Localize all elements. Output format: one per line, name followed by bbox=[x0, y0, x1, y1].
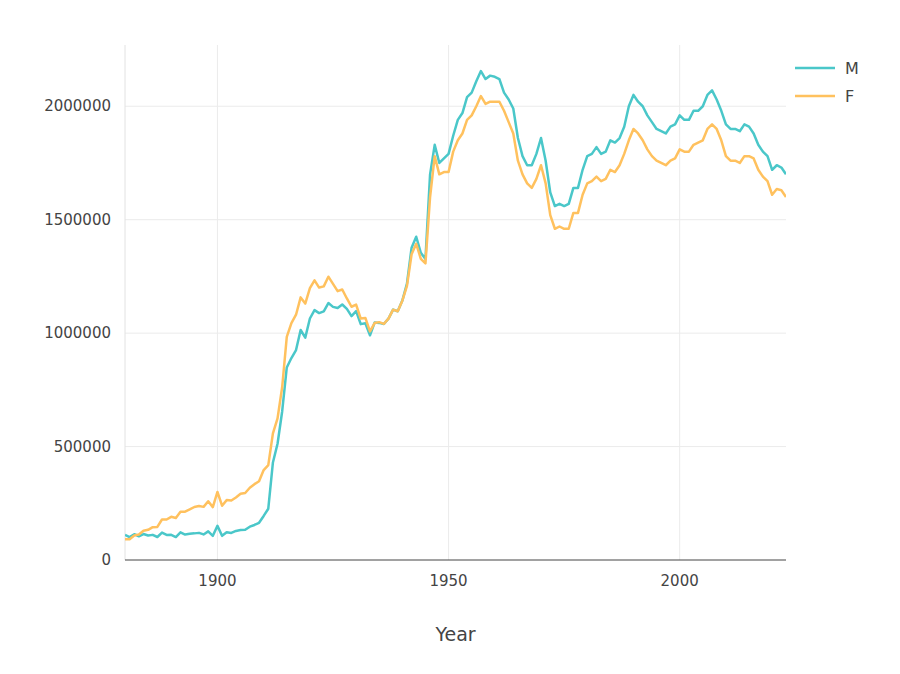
y-grid-line bbox=[125, 446, 786, 447]
plot-area bbox=[125, 71, 786, 539]
x-tick-label: 2000 bbox=[661, 572, 699, 590]
series-line bbox=[125, 96, 786, 539]
y-axis-line bbox=[125, 45, 126, 560]
legend: MF bbox=[795, 59, 859, 106]
x-grid-line bbox=[679, 45, 680, 560]
y-tick-label: 500000 bbox=[54, 438, 111, 456]
legend-swatch bbox=[795, 67, 835, 70]
legend-swatch bbox=[795, 95, 835, 98]
grid bbox=[125, 45, 786, 560]
x-tick-label: 1900 bbox=[198, 572, 236, 590]
legend-label: M bbox=[845, 59, 859, 78]
legend-label: F bbox=[845, 87, 854, 106]
y-tick-label: 1000000 bbox=[44, 324, 111, 342]
y-tick-label: 0 bbox=[101, 551, 111, 569]
y-grid-line bbox=[125, 106, 786, 107]
chart: 0 500000 1000000 1500000 2000000 1900 1950 2000… bbox=[0, 0, 900, 674]
y-grid-line bbox=[125, 333, 786, 334]
x-grid-line bbox=[217, 45, 218, 560]
x-axis-line bbox=[125, 560, 786, 561]
y-tick-label: 1500000 bbox=[44, 211, 111, 229]
y-tick-label: 2000000 bbox=[44, 97, 111, 115]
x-grid-line bbox=[448, 45, 449, 560]
x-axis-title: Year bbox=[434, 623, 475, 645]
x-tick-label: 1950 bbox=[429, 572, 467, 590]
y-grid-line bbox=[125, 219, 786, 220]
series-line bbox=[125, 71, 786, 537]
